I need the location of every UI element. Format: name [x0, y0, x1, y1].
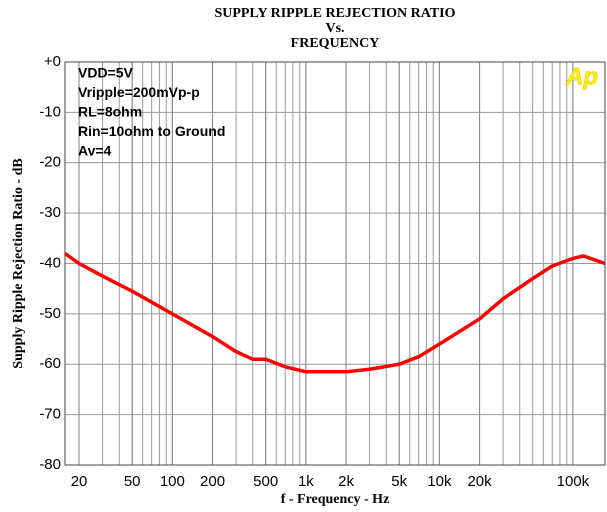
x-axis-label: f - Frequency - Hz: [281, 492, 390, 507]
y-tick-label: -40: [39, 254, 61, 271]
chart-title: SUPPLY RIPPLE REJECTION RATIO: [214, 6, 455, 21]
y-axis-label: Supply Ripple Rejection Ratio - dB: [11, 158, 26, 368]
x-tick-label: 20: [71, 473, 88, 490]
y-tick-label: -70: [39, 406, 61, 423]
x-tick-label: 1k: [298, 473, 314, 490]
x-tick-label: 50: [124, 473, 141, 490]
chart-title: Vs.: [325, 21, 344, 36]
annotation: Av=4: [78, 143, 112, 159]
annotation: Vripple=200mVp-p: [78, 84, 200, 100]
annotation: RL=8ohm: [78, 104, 142, 120]
x-tick-label: 100k: [557, 473, 590, 490]
x-tick-label: 20k: [467, 473, 492, 490]
y-tick-label: -50: [39, 305, 61, 322]
x-tick-label: 2k: [338, 473, 354, 490]
y-tick-label: -80: [39, 456, 61, 473]
x-tick-label: 100: [160, 473, 185, 490]
y-tick-label: +0: [44, 53, 61, 70]
x-tick-label: 5k: [391, 473, 407, 490]
annotation: VDD=5V: [78, 65, 134, 81]
logo: Ap: [565, 63, 598, 90]
x-tick-label: 10k: [427, 473, 452, 490]
x-tick-label: 200: [200, 473, 225, 490]
annotation: Rin=10ohm to Ground: [78, 123, 225, 139]
data-line: [63, 252, 606, 374]
x-tick-label: 500: [253, 473, 278, 490]
y-tick-label: -10: [39, 103, 61, 120]
chart-title: FREQUENCY: [291, 36, 380, 51]
y-tick-label: -30: [39, 204, 61, 221]
y-tick-label: -60: [39, 355, 61, 372]
y-tick-label: -20: [39, 154, 61, 171]
